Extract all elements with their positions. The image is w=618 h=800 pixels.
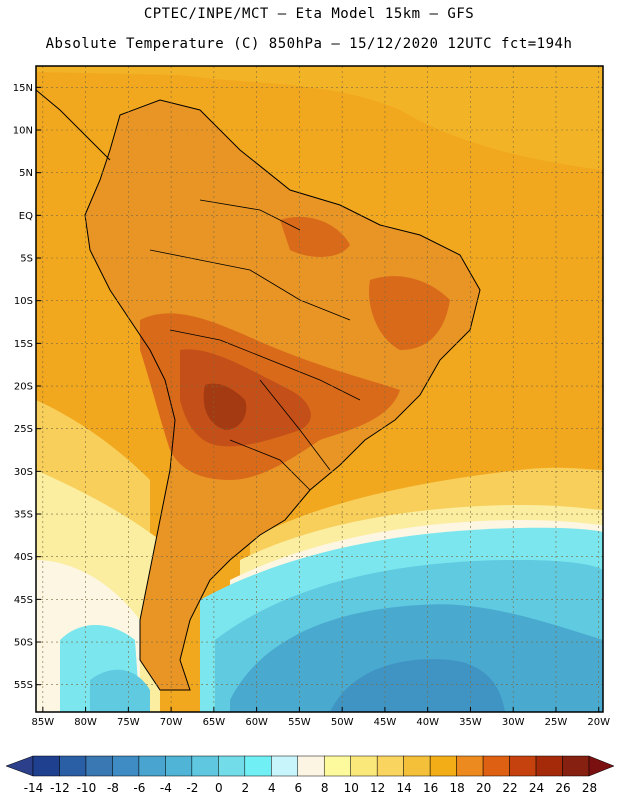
lat-tick-label: 50S [14,638,33,649]
colorbar-cell [138,755,166,777]
colorbar-label: 4 [268,781,276,795]
land-heat-north [280,216,350,257]
lon-tick-label: 35W [459,717,482,728]
lon-tick-label: 25W [545,717,568,728]
lon-tick-label: 85W [32,717,55,728]
borders [149,199,361,491]
colorbar-cell [535,755,563,777]
colorbar-cell [297,755,325,777]
lat-tick-label: 20S [14,382,33,393]
colorbar-cell [85,755,113,777]
colorbar-label: -6 [133,781,145,795]
colorbar-cell [323,755,351,777]
land-heat-max [203,383,247,430]
colorbar-over-arrow [588,755,615,777]
colorbar-label: 20 [476,781,491,795]
chart-title-line1: CPTEC/INPE/MCT – Eta Model 15km – GFS [143,6,475,22]
colorbar-label: 2 [241,781,249,795]
lat-tick-label: 10N [13,126,33,137]
colorbar-label: 22 [502,781,517,795]
central-america-coast [36,89,111,161]
lon-tick-label: 75W [117,717,140,728]
lat-tick-label: 15S [14,339,33,350]
colorbar-label: 24 [529,781,544,795]
colorbar-cell [244,755,272,777]
field-atlantic-colder [330,659,505,712]
lat-tick-label: 35S [14,510,33,521]
temperature-field [36,66,603,712]
colorbar-label: -4 [160,781,172,795]
lat-tick-label: 40S [14,552,33,563]
field-atlantic-cold [230,604,603,712]
colorbar-cell [350,755,378,777]
colorbar-cells [5,755,615,777]
colorbar-label: 14 [397,781,412,795]
colorbar-cell [509,755,537,777]
colorbar-label: 6 [294,781,302,795]
map-frame [35,65,604,713]
chart-title-line2: Absolute Temperature (C) 850hPa – 15/12/… [45,36,573,52]
lat-tick-label: 25S [14,424,33,435]
colorbar-label: 0 [215,781,223,795]
coastline [84,99,481,691]
colorbar-label: 26 [555,781,570,795]
field-pacific-cool [90,669,150,712]
lon-tick-label: 60W [245,717,268,728]
lat-tick-label: 55S [14,680,33,691]
colorbar-cell [456,755,484,777]
colorbar-cell [482,755,510,777]
colorbar-cell [271,755,299,777]
axis-ticks: 15N 10N 5N EQ 5S 10S 15S 20S 25S 30S 35S 40S 45S 50S 5… [13,83,610,728]
colorbar-cell [191,755,219,777]
lon-tick-label: 70W [160,717,183,728]
lon-tick-label: 65W [203,717,226,728]
lon-tick-label: 40W [416,717,439,728]
colorbar-label: 28 [582,781,597,795]
colorbar-cell [59,755,87,777]
colorbar-label: -10 [77,781,97,795]
colorbar-cell [218,755,246,777]
lat-tick-label: 45S [14,595,33,606]
lon-tick-label: 20W [587,717,610,728]
lon-tick-label: 30W [502,717,525,728]
field-north-band [36,66,603,170]
colorbar-cell [112,755,140,777]
lon-tick-label: 45W [374,717,397,728]
colorbar-cell [376,755,404,777]
colorbar-under-arrow [5,755,34,777]
lat-tick-label: 15N [13,83,33,94]
lat-tick-label: 10S [14,296,33,307]
lat-tick-label: 5N [19,168,33,179]
colorbar-cell [165,755,193,777]
lat-tick-label: 5S [20,254,33,265]
colorbar-cell [429,755,457,777]
colorbar-labels: -14 -12 -10 -8 -6 -4 -2 0 2 4 6 8 10 12 14 16 18 20 22 24 26… [24,781,597,795]
colorbar-cell [403,755,431,777]
colorbar-label: 8 [321,781,329,795]
colorbar-label: -2 [186,781,198,795]
lon-tick-label: 80W [74,717,97,728]
colorbar-label: 10 [344,781,359,795]
colorbar-cell [32,755,60,777]
land-heat-east [369,276,450,350]
lon-tick-label: 50W [331,717,354,728]
colorbar-label: -12 [50,781,70,795]
lat-tick-label: 30S [14,467,33,478]
lon-tick-label: 55W [288,717,311,728]
lat-tick-label: EQ [19,211,33,222]
colorbar-label: -8 [107,781,119,795]
colorbar-label: 12 [370,781,385,795]
coastlines [36,89,481,691]
colorbar-cell [562,755,590,777]
colorbar-label: -14 [24,781,44,795]
colorbar-label: 18 [449,781,464,795]
colorbar-label: 16 [423,781,438,795]
